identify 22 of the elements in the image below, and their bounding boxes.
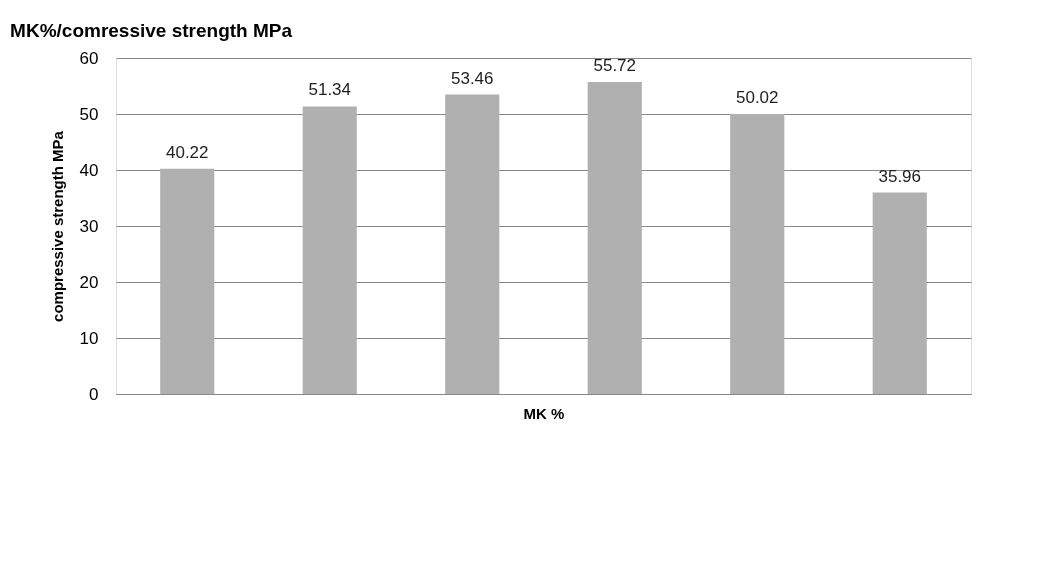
bar — [445, 94, 500, 394]
y-tick-label: 60 — [79, 48, 99, 68]
data-label: 40.22 — [165, 142, 209, 162]
chart-title: MK%/comressive strength MPa — [10, 20, 293, 41]
bar — [730, 113, 785, 394]
bar — [160, 168, 215, 394]
data-label: 55.72 — [593, 55, 637, 75]
x-axis-title: MK % — [523, 404, 565, 422]
y-tick-label: 10 — [79, 328, 99, 348]
bar — [872, 192, 927, 394]
data-label: 51.34 — [308, 80, 352, 100]
y-tick-label: 20 — [79, 272, 99, 292]
data-label: 35.96 — [878, 166, 922, 186]
y-axis-title: compressive strength MPa — [48, 130, 66, 322]
y-tick-label: 30 — [79, 216, 99, 236]
y-tick-label: 0 — [89, 384, 99, 404]
y-tick-label: 40 — [79, 160, 99, 180]
data-label: 53.46 — [450, 68, 494, 88]
bar — [587, 81, 642, 394]
bar — [302, 106, 357, 394]
y-tick-label: 50 — [79, 104, 99, 124]
data-label: 50.02 — [735, 87, 779, 107]
